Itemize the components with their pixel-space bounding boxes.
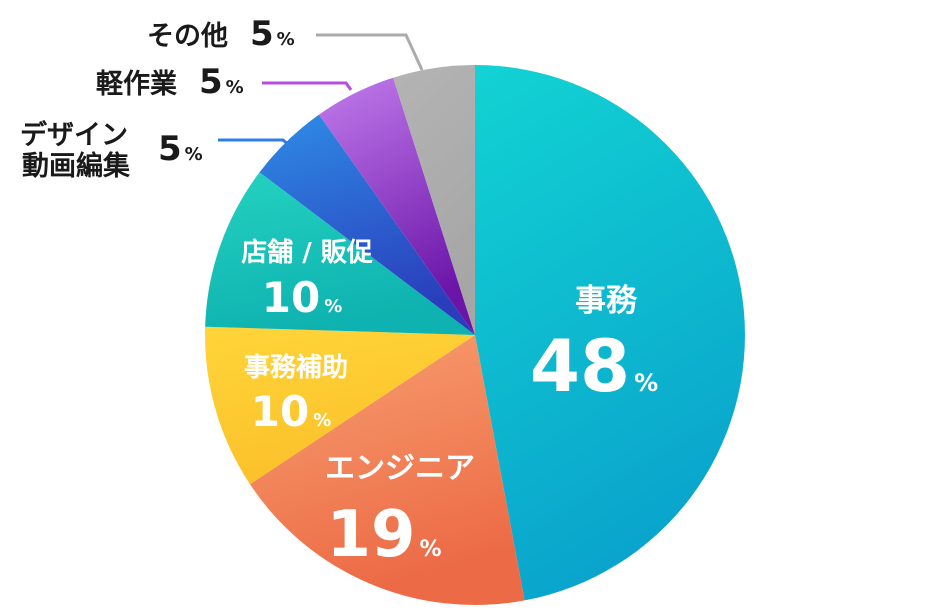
- slice-5: [319, 77, 475, 336]
- slice-label-4-line-1: 動画編集: [22, 150, 131, 182]
- slice-6: [393, 65, 475, 335]
- slice-label-3: 店舗 / 販促: [241, 238, 373, 268]
- leader-line-5: [262, 81, 353, 91]
- slice-label-0: 事務: [575, 283, 638, 319]
- slice-2: [205, 326, 475, 485]
- slice-value-1: 19%: [326, 498, 441, 572]
- slice-value-0: 48%: [530, 324, 658, 408]
- slice-value-5: 5%: [199, 62, 244, 102]
- slice-label-5: 軽作業: [96, 69, 177, 100]
- slice-label-6: その他: [147, 21, 228, 52]
- pie-slices: [205, 65, 745, 605]
- slice-value-2: 10%: [251, 387, 332, 436]
- leader-line-6: [316, 33, 424, 71]
- slice-label-4-line-0: デザイン: [20, 119, 128, 151]
- slice-value-3: 10%: [262, 273, 343, 322]
- slice-4: [259, 114, 475, 335]
- slice-value-6: 5%: [250, 14, 295, 54]
- slice-0: [475, 65, 745, 601]
- slice-value-4: 5%: [158, 129, 203, 169]
- slice-label-1: エンジニア: [325, 451, 475, 486]
- slice-1: [249, 335, 525, 605]
- leader-line-4: [218, 138, 291, 148]
- slice-label-2: 事務補助: [244, 353, 348, 383]
- leader-lines: [218, 33, 424, 148]
- slice-3: [205, 172, 475, 335]
